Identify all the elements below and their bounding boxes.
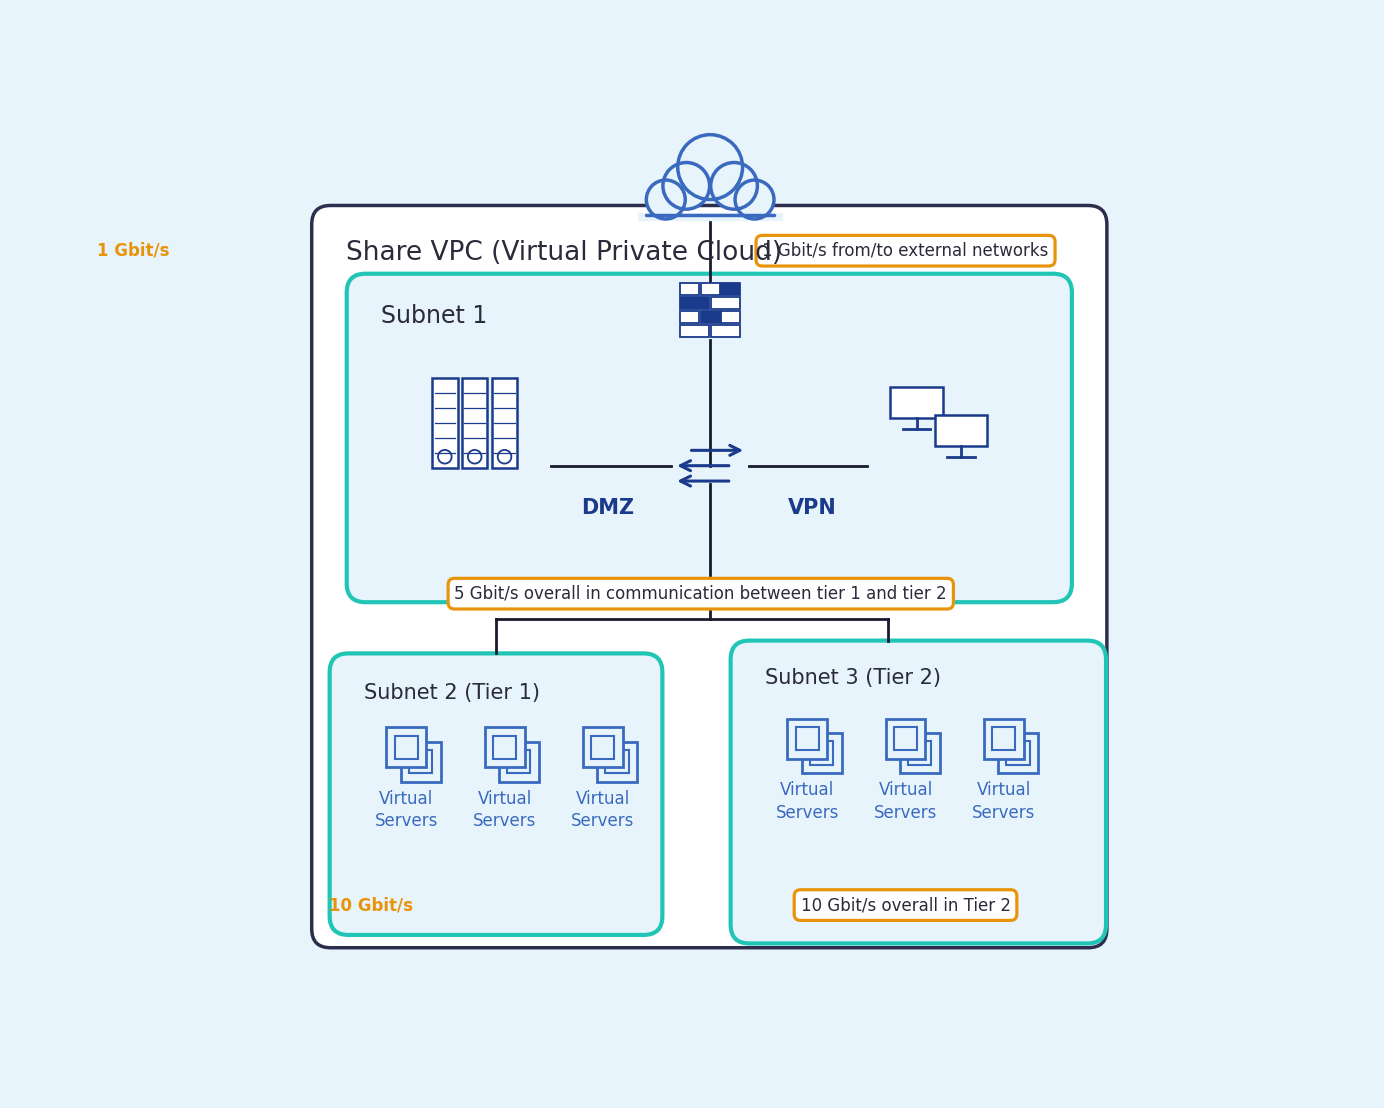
Bar — [462, 378, 487, 468]
Bar — [890, 387, 943, 418]
FancyBboxPatch shape — [347, 274, 1071, 603]
Text: 1 Gbit/s: 1 Gbit/s — [97, 242, 170, 259]
Text: Subnet 3 (Tier 2): Subnet 3 (Tier 2) — [765, 668, 941, 688]
Bar — [410, 750, 432, 773]
Bar — [681, 325, 709, 337]
Bar — [605, 750, 628, 773]
Bar — [484, 727, 525, 767]
Text: DMZ: DMZ — [581, 499, 634, 519]
Text: 1 Gbit/s from/to external networks: 1 Gbit/s from/to external networks — [763, 242, 1049, 259]
Bar — [597, 741, 637, 781]
FancyBboxPatch shape — [731, 640, 1106, 943]
Circle shape — [678, 135, 743, 199]
Bar — [583, 727, 623, 767]
FancyBboxPatch shape — [329, 654, 663, 935]
Bar — [681, 311, 699, 324]
Text: VPN: VPN — [787, 499, 837, 519]
Text: Subnet 1: Subnet 1 — [381, 304, 487, 328]
Bar — [900, 733, 940, 773]
Text: Share VPC (Virtual Private Cloud): Share VPC (Virtual Private Cloud) — [346, 239, 782, 266]
Bar — [934, 416, 987, 447]
Circle shape — [711, 163, 757, 209]
Circle shape — [646, 181, 685, 219]
Bar — [491, 378, 518, 468]
Bar — [711, 297, 740, 309]
Bar — [721, 284, 740, 295]
Bar — [721, 311, 740, 324]
Bar — [681, 284, 699, 295]
Text: Virtual
Servers: Virtual Servers — [775, 781, 839, 821]
Text: Virtual
Servers: Virtual Servers — [375, 790, 439, 830]
Bar — [700, 284, 720, 295]
Bar — [886, 719, 926, 759]
Text: 10 Gbit/s overall in Tier 2: 10 Gbit/s overall in Tier 2 — [800, 896, 1010, 914]
Text: Virtual
Servers: Virtual Servers — [972, 781, 1035, 821]
Text: 10 Gbit/s: 10 Gbit/s — [329, 896, 412, 914]
Bar — [386, 727, 426, 767]
Bar — [787, 719, 828, 759]
Bar — [984, 719, 1024, 759]
Bar — [992, 727, 1016, 750]
Circle shape — [663, 163, 710, 209]
FancyBboxPatch shape — [311, 205, 1107, 947]
Text: Virtual
Servers: Virtual Servers — [473, 790, 536, 830]
Text: 5 Gbit/s overall in communication between tier 1 and tier 2: 5 Gbit/s overall in communication betwee… — [454, 585, 947, 603]
Bar — [700, 311, 720, 324]
Bar — [394, 736, 418, 759]
Bar — [498, 741, 538, 781]
Bar — [796, 727, 819, 750]
Bar — [894, 727, 918, 750]
Bar — [493, 736, 516, 759]
Bar — [508, 750, 530, 773]
Text: Virtual
Servers: Virtual Servers — [572, 790, 634, 830]
Bar — [998, 733, 1038, 773]
Text: Virtual
Servers: Virtual Servers — [873, 781, 937, 821]
Bar — [591, 736, 614, 759]
Bar — [810, 741, 833, 765]
Bar — [401, 741, 440, 781]
Bar — [1006, 741, 1030, 765]
Circle shape — [735, 181, 774, 219]
Bar — [908, 741, 931, 765]
Bar — [801, 733, 841, 773]
Bar — [681, 297, 709, 309]
Bar — [711, 325, 740, 337]
Bar — [432, 378, 458, 468]
Text: Subnet 2 (Tier 1): Subnet 2 (Tier 1) — [364, 684, 540, 704]
